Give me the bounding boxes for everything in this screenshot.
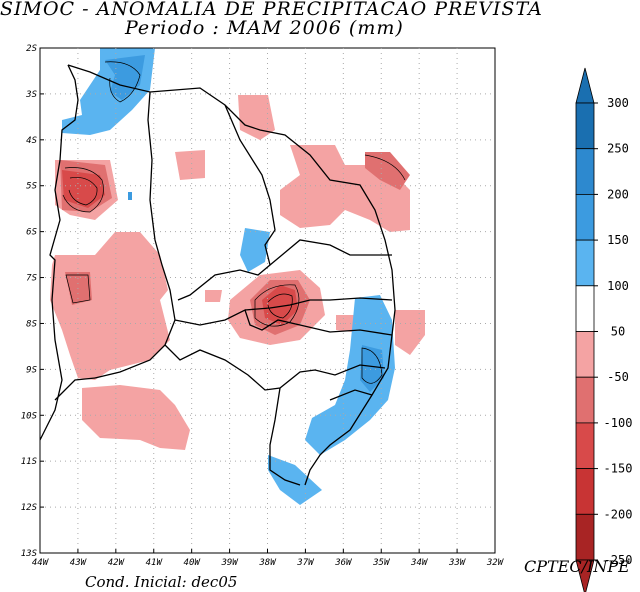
colorbar-label: 200 <box>607 187 629 201</box>
lon-label: 44W <box>32 558 50 568</box>
lon-label: 43W <box>70 558 88 568</box>
colorbar-bottom-cap <box>575 559 595 592</box>
colorbar-label: -100 <box>604 416 633 430</box>
state-border <box>244 297 393 311</box>
state-border <box>269 387 301 486</box>
lat-label: 9S <box>26 365 37 375</box>
colorbar-label: 50 <box>611 325 625 339</box>
colorbar-label: 300 <box>607 96 629 110</box>
colorbar-label: -200 <box>604 507 633 521</box>
colorbar-label: -150 <box>604 462 633 476</box>
contour <box>361 347 383 384</box>
colorbar-segment <box>575 148 595 195</box>
contour <box>68 177 98 206</box>
colorbar-segment <box>575 239 595 287</box>
longitude-labels: 44W 43W 42W 41W 40W 39W 38W 37W 36W 35W 34W 33W 32W <box>32 549 505 568</box>
state-border <box>177 104 276 301</box>
lat-label: 10S <box>21 411 38 421</box>
lon-label: 39W <box>220 558 239 568</box>
state-border <box>94 91 176 379</box>
negative-anomaly-patch <box>82 385 190 450</box>
lat-label: 4S <box>26 136 37 146</box>
colorbar-segment <box>575 102 595 150</box>
colorbar-segment <box>575 513 595 561</box>
colorbar-label: -50 <box>607 370 629 384</box>
lat-label: 11S <box>21 457 38 467</box>
lon-label: 41W <box>146 558 164 568</box>
positive-anomaly-patch <box>128 192 132 200</box>
lat-label: 13S <box>21 549 38 559</box>
contour <box>65 274 91 304</box>
colorbar-label: 250 <box>607 142 629 156</box>
lon-label: 36W <box>334 558 353 568</box>
anomaly-fill <box>50 48 425 505</box>
credit-label: CPTEC/INPE <box>524 557 630 576</box>
state-border <box>174 309 393 336</box>
negative-anomaly-patch <box>365 152 410 190</box>
map-title: SIMOC - ANOMALIA DE PRECIPITACAO PREVIST… <box>0 0 543 20</box>
positive-anomaly-patch <box>268 455 322 505</box>
initial-condition-label: Cond. Inicial: dec05 <box>85 573 238 591</box>
state-border <box>269 239 392 266</box>
lon-label: 40W <box>184 558 202 568</box>
lon-label: 35W <box>372 558 391 568</box>
colorbar-segment <box>575 422 595 469</box>
colorbar-label: -250 <box>604 553 633 567</box>
negative-anomaly-patch <box>50 232 170 380</box>
positive-anomaly-patch <box>305 295 395 455</box>
contour <box>254 284 300 327</box>
lat-label: 6S <box>26 228 37 238</box>
coastline <box>67 64 396 486</box>
state-border <box>329 389 373 401</box>
lat-label: 8S <box>26 319 37 329</box>
state-border <box>39 64 79 441</box>
contour <box>104 61 141 103</box>
negative-anomaly-patch <box>175 150 205 180</box>
contour <box>267 293 293 319</box>
positive-anomaly-patch <box>240 228 270 272</box>
state-borders <box>39 64 396 486</box>
lat-label: 5S <box>26 182 37 192</box>
lon-label: 37W <box>296 558 315 568</box>
colorbar-segment <box>575 193 595 241</box>
negative-anomaly-patch <box>395 310 425 355</box>
colorbar-segment <box>575 331 595 378</box>
colorbar-label: 150 <box>607 233 629 247</box>
lon-label: 33W <box>448 558 467 568</box>
colorbar-segment <box>575 285 595 332</box>
lat-label: 3S <box>25 90 37 100</box>
lon-label: 38W <box>258 558 277 568</box>
colorbar-segment <box>575 376 595 424</box>
colorbar-segment <box>575 468 595 515</box>
contour <box>62 167 104 213</box>
colorbar-label: 100 <box>607 279 629 293</box>
map-grid <box>39 47 496 554</box>
lon-label: 34W <box>410 558 429 568</box>
negative-anomaly-patch <box>205 290 222 302</box>
contour <box>364 154 406 181</box>
lat-label: 2S <box>26 44 37 54</box>
negative-anomaly-patch <box>238 95 275 140</box>
lon-label: 42W <box>108 558 126 568</box>
lon-label: 32W <box>486 558 505 568</box>
map-period: Periodo : MAM 2006 (mm) <box>125 17 404 39</box>
anomaly-contours <box>62 61 406 384</box>
latitude-labels: 2S 3S 4S 5S 6S 7S 8S 9S 10S 11S 12S 13S <box>21 44 44 559</box>
state-border <box>164 344 386 391</box>
lat-label: 7S <box>26 274 37 284</box>
colorbar-top-cap <box>575 67 595 104</box>
lat-label: 12S <box>21 503 38 513</box>
state-border <box>54 377 96 401</box>
